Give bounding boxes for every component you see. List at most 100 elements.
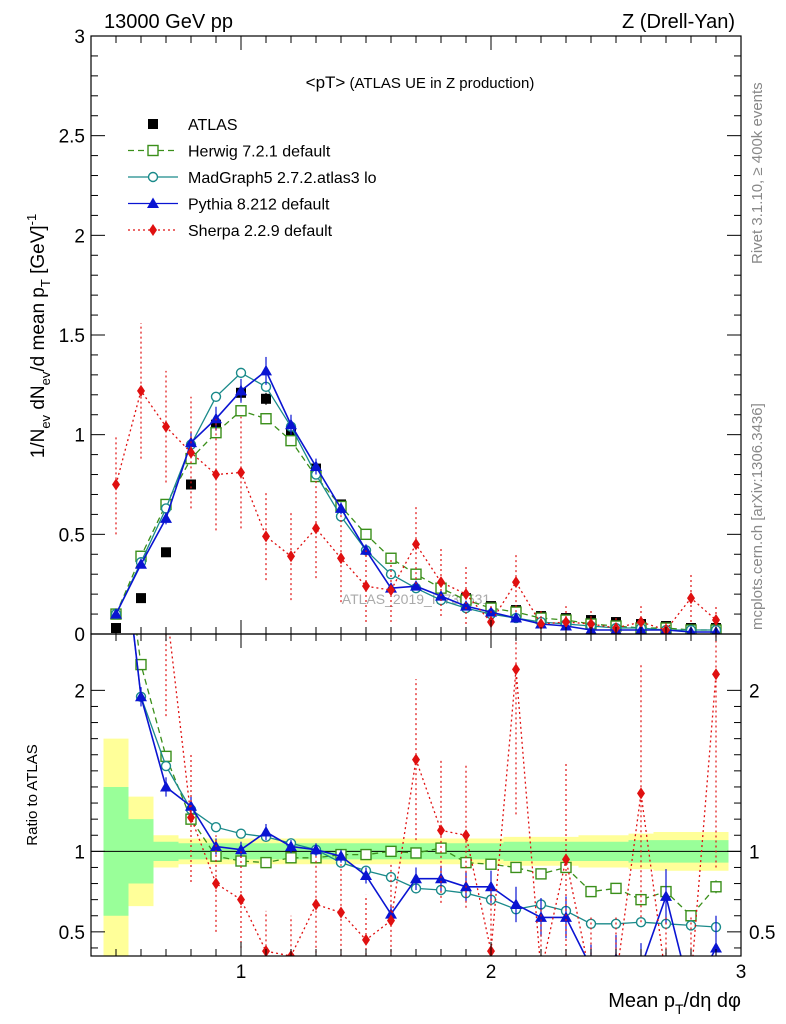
ratio-point-pythia-8-212-default xyxy=(160,780,172,792)
ratio-ytick-label-right: 1 xyxy=(749,842,760,863)
main-point-pythia-8-212-default xyxy=(135,558,147,569)
ratio-point-pythia-8-212-default xyxy=(410,872,422,884)
main-point-sherpa-2-2-9-default xyxy=(512,576,520,589)
main-point-pythia-8-212-default xyxy=(210,412,222,424)
main-panel: ATLAS_2019_I1736531 0 0.5 1 1.5 2 2.5 3 <pT> (… xyxy=(24,27,742,646)
ratio-point-herwig-7-2-1-default xyxy=(510,861,522,874)
ratio-series-sherpa-2-2-9-default xyxy=(162,597,720,986)
main-point-pythia-8-212-default xyxy=(410,580,422,591)
main-point-sherpa-2-2-9-default xyxy=(687,592,695,605)
main-point-pythia-8-212-default xyxy=(310,460,322,472)
legend-entry-sherpa-2-2-9-default: Sherpa 2.2.9 default xyxy=(128,223,333,240)
main-point-sherpa-2-2-9-default xyxy=(362,580,370,593)
main-point-sherpa-2-2-9-default xyxy=(562,616,570,629)
ratio-point-pythia-8-212-default xyxy=(560,911,572,922)
ratio-point-sherpa-2-2-9-default xyxy=(437,824,445,837)
main-point-sherpa-2-2-9-default xyxy=(112,478,120,491)
main-point-madgraph5-2-7-2-atlas3-lo xyxy=(235,367,247,379)
main-point-atlas xyxy=(161,547,171,558)
ratio-point-madgraph5-2-7-2-atlas3-lo xyxy=(160,760,172,772)
ratio-point-sherpa-2-2-9-default xyxy=(587,974,595,986)
legend-label-atlas: ATLAS xyxy=(188,117,238,134)
header-left-label: 13000 GeV pp xyxy=(104,11,233,33)
ratio-point-sherpa-2-2-9-default xyxy=(512,663,520,676)
ratio-panel: 0.5 0.5 1 1 2 2 1 2 3 Ratio to ATLAS Mean pT/dη … xyxy=(24,597,775,1017)
main-point-sherpa-2-2-9-default xyxy=(212,468,220,481)
ratio-point-pythia-8-212-default xyxy=(335,850,347,861)
mcplots-label: mcplots.cern.ch [arXiv:1306.3436] xyxy=(749,403,766,630)
legend-marker-herwig-7-2-1-default xyxy=(147,144,159,157)
ratio-point-herwig-7-2-1-default xyxy=(535,868,547,880)
main-point-herwig-7-2-1-default xyxy=(360,528,372,541)
main-point-herwig-7-2-1-default xyxy=(235,405,247,417)
ratio-point-herwig-7-2-1-default xyxy=(260,856,272,869)
ratio-point-madgraph5-2-7-2-atlas3-lo xyxy=(210,822,222,833)
main-ytick-label: 0 xyxy=(74,625,85,646)
main-point-sherpa-2-2-9-default xyxy=(337,552,345,565)
ratio-xtick-label: 3 xyxy=(736,962,747,983)
ratio-point-pythia-8-212-default xyxy=(385,908,397,919)
legend-marker-sherpa-2-2-9-default xyxy=(149,224,157,236)
ratio-ytick-label: 0.5 xyxy=(59,923,85,944)
ratio-point-sherpa-2-2-9-default xyxy=(237,893,245,906)
ratio-point-pythia-8-212-default xyxy=(710,941,722,953)
ratio-xtick-label: 2 xyxy=(486,962,497,983)
main-point-herwig-7-2-1-default xyxy=(285,434,297,447)
legend-entry-madgraph5-2-7-2-atlas3-lo: MadGraph5 2.7.2.atlas3 lo xyxy=(128,170,377,187)
main-point-herwig-7-2-1-default xyxy=(385,552,397,564)
ratio-point-sherpa-2-2-9-default xyxy=(362,933,370,946)
main-point-sherpa-2-2-9-default xyxy=(262,530,270,543)
main-point-sherpa-2-2-9-default xyxy=(237,466,245,479)
legend-entry-herwig-7-2-1-default: Herwig 7.2.1 default xyxy=(128,144,331,161)
main-point-sherpa-2-2-9-default xyxy=(537,618,545,631)
ratio-point-herwig-7-2-1-default xyxy=(410,847,422,859)
ratio-xtick-label: 1 xyxy=(236,962,247,983)
legend-marker-pythia-8-212-default xyxy=(147,197,159,208)
ratio-point-sherpa-2-2-9-default xyxy=(612,974,620,986)
main-point-pythia-8-212-default xyxy=(510,612,522,623)
main-point-sherpa-2-2-9-default xyxy=(437,576,445,589)
main-ytick-label: 2 xyxy=(74,226,85,247)
ratio-ytick-label-right: 0.5 xyxy=(749,923,775,944)
ratio-point-sherpa-2-2-9-default xyxy=(187,811,195,824)
legend-marker-madgraph5-2-7-2-atlas3-lo xyxy=(147,171,159,183)
ratio-point-pythia-8-212-default xyxy=(635,961,647,972)
ratio-point-sherpa-2-2-9-default xyxy=(537,966,545,978)
ratio-point-pythia-8-212-default xyxy=(535,911,547,922)
legend-entry-atlas: ATLAS xyxy=(148,117,238,134)
main-ytick-label: 0.5 xyxy=(59,525,85,546)
ratio-point-sherpa-2-2-9-default xyxy=(337,906,345,919)
ratio-point-pythia-8-212-default xyxy=(360,869,372,880)
main-point-pythia-8-212-default xyxy=(460,600,472,611)
ratio-point-herwig-7-2-1-default xyxy=(435,842,447,854)
ratio-point-sherpa-2-2-9-default xyxy=(312,898,320,911)
watermark: ATLAS_2019_I1736531 xyxy=(342,591,491,607)
legend-label-madgraph5-2-7-2-atlas3-lo: MadGraph5 2.7.2.atlas3 lo xyxy=(188,170,377,187)
main-point-atlas xyxy=(136,593,146,604)
ratio-point-sherpa-2-2-9-default xyxy=(662,974,670,986)
rivet-label: Rivet 3.1.10, ≥ 400k events xyxy=(749,82,766,264)
ratio-point-pythia-8-212-default xyxy=(235,843,247,855)
ratio-point-sherpa-2-2-9-default xyxy=(412,753,420,766)
main-point-sherpa-2-2-9-default xyxy=(712,614,720,627)
legend-label-pythia-8-212-default: Pythia 8.212 default xyxy=(188,197,330,214)
ratio-point-herwig-7-2-1-default xyxy=(585,885,597,898)
main-title: <pT> (ATLAS UE in Z production) xyxy=(306,73,535,92)
main-point-sherpa-2-2-9-default xyxy=(162,420,170,433)
main-point-madgraph5-2-7-2-atlas3-lo xyxy=(210,391,222,402)
ratio-point-pythia-8-212-default xyxy=(585,961,597,972)
main-point-herwig-7-2-1-default xyxy=(410,568,422,580)
ratio-ytick-label-right: 2 xyxy=(749,681,760,702)
ratio-point-herwig-7-2-1-default xyxy=(385,845,397,858)
main-point-sherpa-2-2-9-default xyxy=(637,616,645,629)
main-point-pythia-8-212-default xyxy=(160,512,172,523)
ratio-point-pythia-8-212-default xyxy=(260,826,272,837)
main-point-sherpa-2-2-9-default xyxy=(137,384,145,397)
main-point-sherpa-2-2-9-default xyxy=(187,446,195,459)
ratio-point-herwig-7-2-1-default xyxy=(135,658,147,671)
ratio-point-herwig-7-2-1-default xyxy=(710,881,722,893)
ratio-point-pythia-8-212-default xyxy=(310,843,322,855)
ratio-ytick-label: 1 xyxy=(74,842,85,863)
ratio-point-sherpa-2-2-9-default xyxy=(162,597,170,609)
